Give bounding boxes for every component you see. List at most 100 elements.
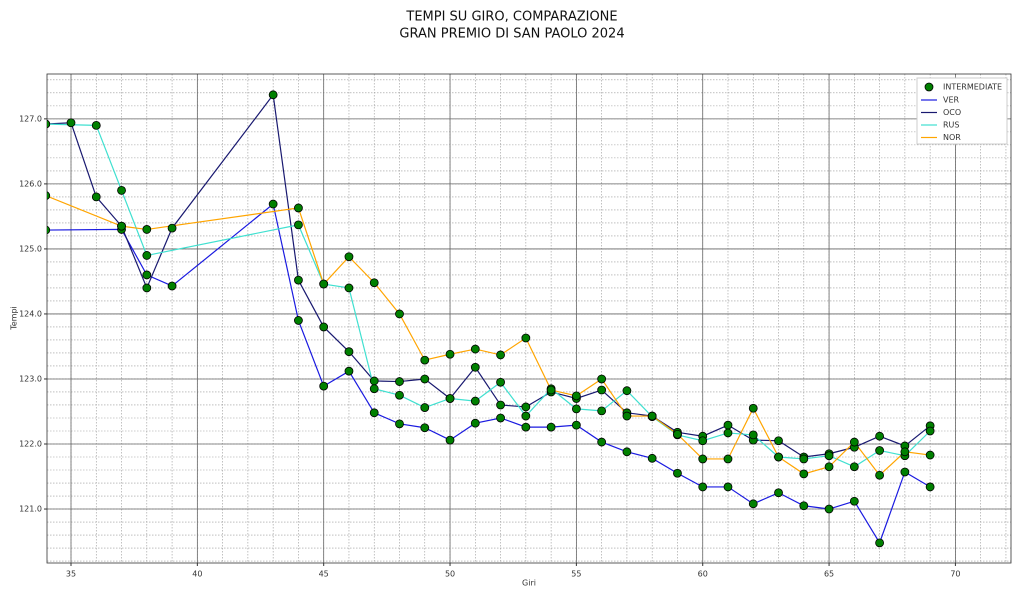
x-tick-label: 40 [192,570,202,579]
marker [521,333,531,343]
x-tick-label: 65 [824,570,834,579]
marker [622,447,632,457]
marker [117,221,126,231]
marker [673,468,682,478]
marker [824,504,834,514]
marker [925,482,935,492]
marker [470,362,480,372]
marker [546,422,556,432]
marker [774,488,783,498]
marker [622,411,632,421]
marker [723,482,733,492]
legend-label: NOR [943,133,961,142]
marker [647,453,657,463]
marker [142,225,152,234]
y-tick-label: 122.0 [19,440,42,449]
marker [496,377,505,387]
marker [723,454,733,464]
marker [748,499,758,509]
marker [824,462,834,472]
marker [395,390,404,400]
marker [369,278,379,288]
plot-frame [46,73,1012,564]
y-tick-label: 121.0 [19,505,42,514]
marker [925,426,935,436]
marker [748,403,758,413]
marker [546,385,556,395]
marker [521,402,531,412]
chart-title: GRAN PREMIO DI SAN PAOLO 2024 [399,27,624,42]
marker [117,185,126,195]
marker [445,349,455,359]
marker [445,435,455,445]
chart-title: TEMPI SU GIRO, COMPARAZIONE [405,10,617,25]
legend-marker [924,82,934,92]
marker [142,251,152,260]
marker [344,252,354,262]
marker [571,391,581,401]
marker [142,270,152,280]
marker [167,223,177,233]
legend-label: RUS [943,121,960,130]
marker [420,355,430,365]
marker [824,451,834,461]
marker [571,420,581,430]
x-tick-label: 45 [319,570,329,579]
plot-area [47,90,935,548]
marker [91,192,101,202]
marker [369,384,379,394]
x-tick-label: 35 [66,570,76,579]
marker [47,191,51,200]
y-axis-label: Tempi [10,306,19,331]
marker [698,454,708,464]
legend-label: VER [943,96,960,105]
marker [395,309,404,319]
marker [319,279,329,289]
marker [597,385,607,395]
marker [622,386,632,396]
marker [91,120,101,130]
marker [925,450,935,460]
marker [319,381,329,391]
marker [849,496,859,506]
marker [774,452,783,462]
marker [521,411,531,421]
series-line [47,202,931,545]
marker [723,428,733,438]
legend-label: OCO [943,108,961,117]
y-tick-label: 126.0 [19,179,42,188]
marker [344,283,354,293]
marker [294,275,303,285]
marker [344,366,354,376]
marker [167,281,177,291]
y-tick-label: 127.0 [19,114,42,123]
marker [849,437,859,447]
marker [319,322,329,332]
marker [470,396,480,406]
marker [420,423,430,433]
y-tick-label: 123.0 [19,374,42,383]
marker [875,538,885,548]
marker [875,470,885,480]
series-line [47,123,931,468]
marker [496,350,505,360]
marker [268,199,278,209]
marker [900,447,910,457]
series-line [47,195,931,477]
marker [294,203,303,213]
marker [369,376,379,386]
series-line [47,93,931,458]
marker [673,429,682,439]
legend-label: INTERMEDIATE [943,83,1002,92]
marker [849,462,859,472]
marker [698,482,708,492]
marker [597,374,607,384]
marker [875,446,885,455]
marker [47,119,51,129]
x-tick-label: 50 [445,570,455,579]
marker [369,408,379,418]
marker [597,437,607,447]
marker [571,404,581,414]
